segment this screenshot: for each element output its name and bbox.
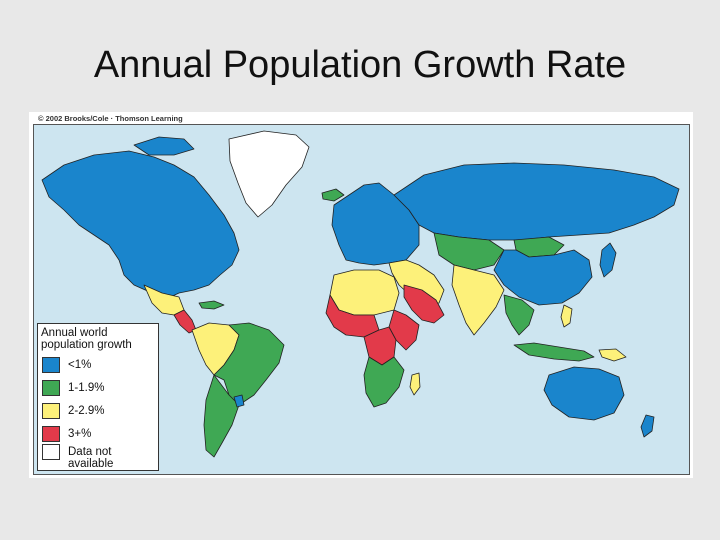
region-south-america-south [203, 374, 240, 458]
region-japan [599, 242, 617, 278]
map-legend: Annual world population growth <1% 1-1.9… [37, 323, 159, 471]
slide-title: Annual Population Growth Rate [93, 44, 627, 86]
legend-label: Data not available [68, 446, 114, 470]
region-new-zealand [640, 414, 655, 438]
legend-label: <1% [68, 359, 92, 371]
legend-label: 1-1.9% [68, 382, 105, 394]
region-arabia [403, 284, 445, 324]
region-southern-africa [363, 356, 405, 408]
legend-item: Data not available [42, 444, 156, 470]
region-iceland [321, 188, 345, 202]
region-southeast-asia [503, 294, 535, 336]
copyright-text: © 2002 Brooks/Cole · Thomson Learning [38, 114, 183, 123]
legend-item: 3+% [42, 426, 156, 444]
legend-swatch [42, 380, 60, 396]
region-arctic-islands [133, 136, 195, 156]
legend-swatch [42, 357, 60, 373]
region-caribbean [198, 300, 225, 310]
legend-label: 3+% [68, 428, 92, 440]
region-china [493, 249, 593, 306]
region-papua-new-guinea [598, 348, 627, 362]
legend-item: <1% [42, 357, 156, 375]
region-south-asia [451, 264, 505, 336]
region-australia [543, 366, 625, 421]
region-indonesia [513, 342, 595, 362]
region-uruguay [233, 394, 245, 408]
legend-swatch [42, 403, 60, 419]
region-philippines [560, 304, 573, 328]
legend-swatch [42, 444, 60, 460]
legend-item: 2-2.9% [42, 403, 156, 421]
region-greenland [228, 130, 310, 218]
legend-label: 2-2.9% [68, 405, 105, 417]
region-central-asia [433, 232, 505, 271]
legend-title: Annual world population growth [41, 327, 132, 351]
legend-item: 1-1.9% [42, 380, 156, 398]
region-north-america [41, 150, 240, 301]
region-north-africa [329, 269, 400, 316]
region-madagascar [409, 372, 421, 396]
region-europe [331, 182, 420, 266]
legend-swatch [42, 426, 60, 442]
region-middle-east [388, 259, 445, 306]
